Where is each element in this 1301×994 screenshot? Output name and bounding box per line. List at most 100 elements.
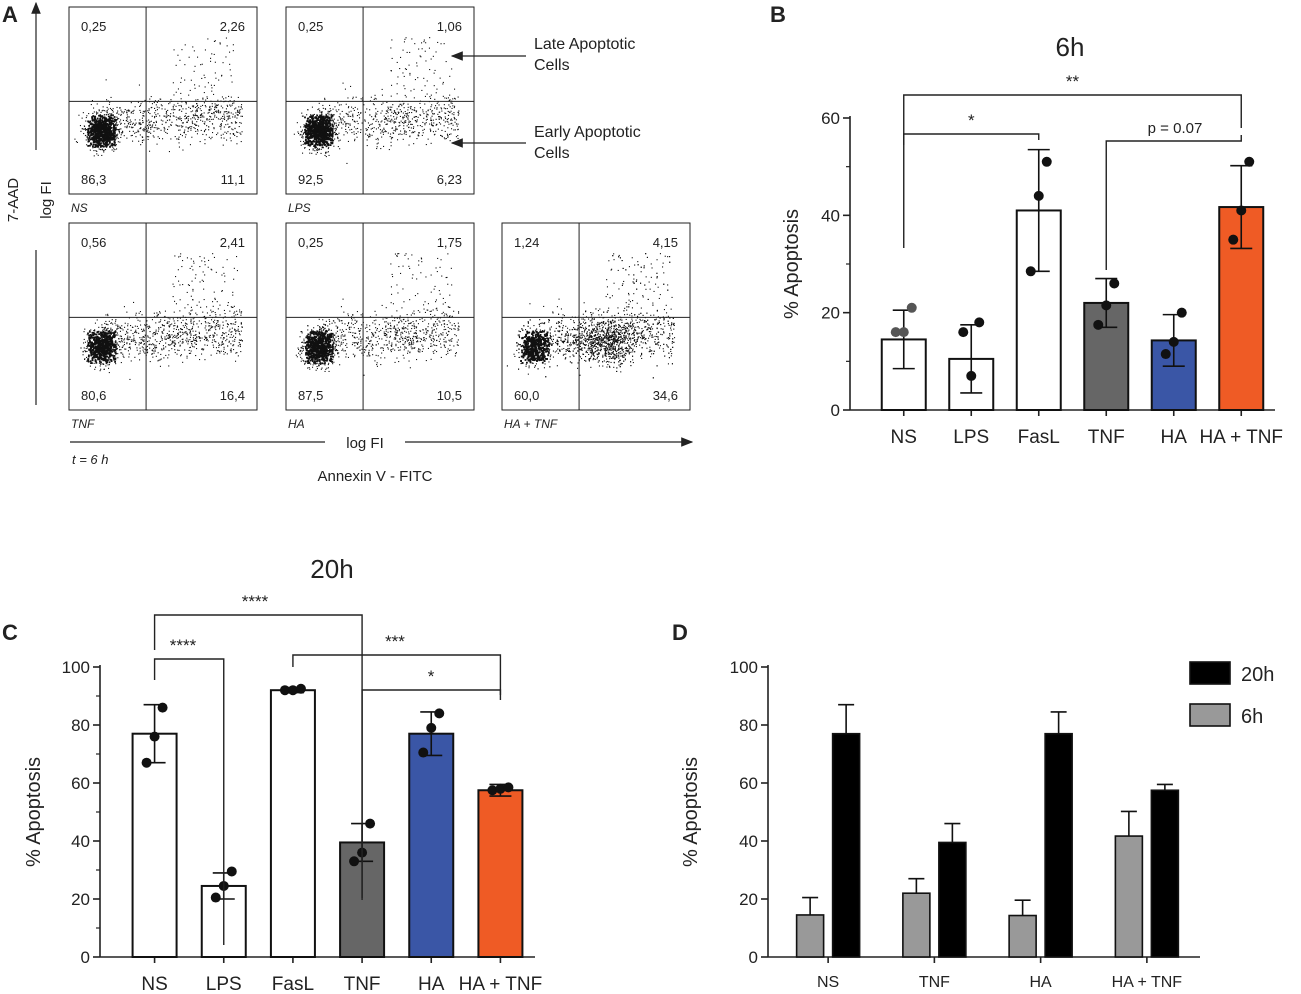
legend-swatch-6h: [1189, 703, 1231, 727]
data-point-ns: [890, 327, 901, 338]
y-tick-label-0: 0: [831, 401, 840, 420]
panel-label-b: B: [770, 2, 786, 27]
y-tick-label-100: 100: [62, 658, 90, 677]
quadrant-ul-value: 0,25: [298, 235, 323, 250]
late-apoptotic-label-2: Cells: [534, 57, 570, 74]
x-tick-label-lps: LPS: [953, 427, 989, 448]
bar-ns: [131, 732, 178, 959]
flow-plot-frame: [501, 222, 691, 411]
quadrant-lr-value: 11,1: [221, 172, 245, 187]
quadrant-lr-value: 16,4: [220, 388, 245, 403]
x-tick-label-tnf: TNF: [344, 974, 381, 994]
flow-dots-tnf: [80, 253, 243, 380]
panel-d-comparison-chart: 0 20 40 60 80 100 % Apoptosis NS TNF HA HA + TNF 20…: [680, 658, 1274, 991]
quadrant-ll-value: 60,0: [514, 388, 539, 403]
quadrant-ll-value: 80,6: [81, 388, 106, 403]
bar-ha-20h: [1044, 732, 1073, 958]
x-tick-label-tnf: TNF: [1088, 427, 1125, 448]
quadrant-ur-value: 1,06: [437, 19, 462, 34]
y-tick-label-60: 60: [821, 109, 840, 128]
data-point-ns: [149, 731, 160, 742]
bar-ha-6h: [1008, 914, 1037, 958]
flow-plot-frame: [68, 6, 258, 195]
late-apoptotic-label-1: Late Apoptotic: [534, 36, 635, 53]
significance-bracket: [292, 654, 502, 695]
x-tick-label-tnf: TNF: [919, 974, 950, 991]
quadrant-ul-value: 1,24: [514, 235, 539, 250]
flow-plot-label: HA: [288, 417, 305, 431]
panel-label-a: A: [2, 2, 18, 27]
data-point-ha: [434, 708, 445, 719]
data-point-tnf: [1109, 278, 1120, 289]
significance-label: *: [968, 111, 975, 130]
data-point-fasl: [1033, 190, 1044, 201]
significance-bracket: [1105, 135, 1242, 270]
flow-plot-frame: [285, 6, 475, 195]
bar-fasl: [269, 689, 316, 958]
y-tick-label-60: 60: [71, 774, 90, 793]
panel-label-c: C: [2, 620, 18, 645]
significance-label: p = 0.07: [1148, 120, 1203, 137]
significance-label: ****: [170, 636, 197, 655]
flow-dots-ha-tnf: [506, 253, 676, 379]
panel-b-6h-chart: 6h 0 20 40 60 % Apoptosis NS LPS FasL TNF HA HA + T…: [781, 32, 1283, 448]
quadrant-lr-value: 6,23: [437, 172, 462, 187]
data-point-lps: [226, 866, 237, 877]
significance-label: ****: [242, 592, 269, 611]
flow-plot-ha: 0,25 1,75 87,5 10,5 HA: [285, 222, 475, 431]
x-tick-label-ha-tnf: HA + TNF: [459, 974, 543, 994]
data-point-ha-tnf: [1228, 234, 1239, 245]
significance-label: ***: [385, 632, 405, 651]
data-point-ha-tnf: [487, 785, 498, 796]
y-tick-label-20: 20: [821, 304, 840, 323]
data-point-ha: [1176, 307, 1187, 318]
significance-bracket: [361, 689, 502, 898]
bar-ha-tnf: [477, 789, 524, 958]
significance-bracket: [153, 658, 225, 945]
data-point-ha-tnf: [495, 783, 506, 794]
bar-tnf-6h: [902, 892, 931, 958]
y-tick-label-80: 80: [71, 716, 90, 735]
early-apoptotic-label-1: Early Apoptotic: [534, 124, 641, 141]
data-point-tnf: [1093, 319, 1104, 330]
data-point-lps: [966, 370, 977, 381]
y-tick-label-20: 20: [71, 890, 90, 909]
time-label: t = 6 h: [72, 452, 109, 467]
quadrant-ll-value: 92,5: [298, 172, 323, 187]
data-point-tnf: [365, 818, 376, 829]
flow-plot-ns: 0,25 2,26 86,3 11,1 NS: [68, 6, 258, 215]
flow-plot-frame: [285, 222, 475, 411]
x-tick-label-fasl: FasL: [272, 974, 314, 994]
y-tick-label-20: 20: [739, 890, 758, 909]
significance-label: **: [1066, 72, 1080, 91]
data-point-ha-tnf: [1236, 205, 1247, 216]
y-tick-label-80: 80: [739, 716, 758, 735]
data-point-ha-tnf: [503, 782, 514, 793]
panel-label-d: D: [672, 620, 688, 645]
flow-plot-label: HA + TNF: [504, 417, 558, 431]
flow-dots-ns: [74, 37, 243, 157]
significance-label: *: [428, 667, 435, 686]
flow-dots-lps: [293, 37, 460, 164]
significance-bracket: [903, 133, 1040, 248]
flow-plot-label: NS: [71, 201, 88, 215]
quadrant-ur-value: 4,15: [653, 235, 678, 250]
chart-title: 6h: [1056, 32, 1085, 62]
panel-a-flow-plots: 0,25 2,26 86,3 11,1 NS 0,25 1,06 92,5 6,23 LPS 0,5…: [5, 1, 694, 485]
data-point-ha: [426, 722, 437, 733]
bar-ha-tnf-6h: [1114, 835, 1144, 958]
data-point-ns: [906, 302, 917, 313]
data-point-lps: [210, 892, 221, 903]
data-point-ns: [898, 327, 909, 338]
quadrant-ll-value: 87,5: [298, 388, 323, 403]
y-tick-label-0: 0: [81, 948, 90, 967]
bar-ns-6h: [795, 914, 825, 958]
flow-plot-lps: 0,25 1,06 92,5 6,23 LPS: [285, 6, 475, 215]
significance-bracket: [153, 614, 363, 900]
x-tick-label-ha: HA: [1030, 974, 1053, 991]
data-point-fasl: [287, 685, 298, 696]
flow-plot-tnf: 0,56 2,41 80,6 16,4 TNF: [68, 222, 258, 431]
quadrant-lr-value: 10,5: [437, 388, 462, 403]
quadrant-ur-value: 1,75: [437, 235, 462, 250]
